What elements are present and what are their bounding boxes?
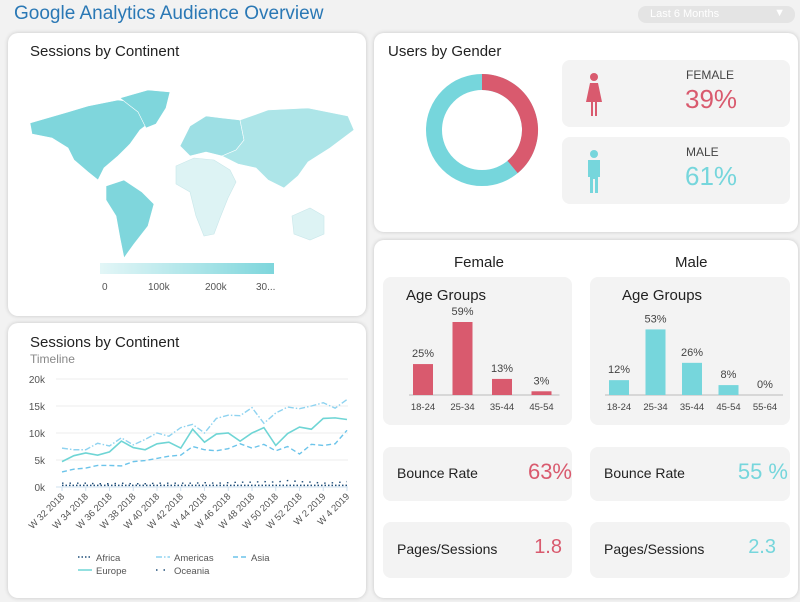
world-map bbox=[29, 89, 355, 258]
legend-tick: 100k bbox=[148, 282, 170, 293]
timeline-subtitle: Timeline bbox=[30, 352, 75, 366]
bar-value-label: 12% bbox=[608, 364, 630, 376]
y-tick-label: 0k bbox=[34, 483, 46, 494]
continent-africa[interactable] bbox=[175, 157, 237, 237]
legend-label: Asia bbox=[251, 553, 270, 564]
female-age-chart: 25% 18-24 59% 25-34 13% 35-44 3% 45-54 bbox=[409, 306, 560, 413]
y-tick-label: 15k bbox=[29, 402, 46, 413]
age-bar-45-54 bbox=[718, 385, 739, 395]
female-label: FEMALE bbox=[686, 68, 735, 82]
triangle-down-icon: ▼ bbox=[774, 7, 785, 19]
map-panel: Sessions by Continent 0 100k 200k 30... bbox=[8, 33, 366, 316]
y-tick-label: 20k bbox=[29, 375, 46, 386]
timeline-title: Sessions by Continent bbox=[30, 334, 180, 351]
bar-value-label: 26% bbox=[681, 347, 703, 359]
continent-greenland[interactable] bbox=[119, 89, 171, 129]
timeline-panel: Sessions by Continent Timeline 0k 5k 10k 15… bbox=[8, 323, 366, 598]
series-line-europe bbox=[61, 417, 348, 463]
bar-value-label: 8% bbox=[721, 369, 737, 381]
male-label: MALE bbox=[686, 145, 719, 159]
male-percent: 61% bbox=[685, 161, 738, 191]
age-panel: Female Male Age Groups 25% 18-24 59% 25-34 1… bbox=[374, 240, 798, 598]
period-dropdown[interactable]: Last 6 Months ▼ bbox=[638, 6, 795, 23]
male-bounce-value: 55 % bbox=[737, 459, 788, 484]
bar-value-label: 13% bbox=[491, 363, 513, 375]
map-title: Sessions by Continent bbox=[30, 43, 180, 60]
continent-oceania[interactable] bbox=[291, 207, 325, 241]
age-bar-18-24 bbox=[609, 380, 629, 395]
female-age-card: Age Groups 25% 18-24 59% 25-34 13% 35-44 3% 45-… bbox=[383, 277, 572, 425]
male-pages-label: Pages/Sessions bbox=[604, 541, 705, 557]
gender-panel: Users by Gender FEMALE 39% MALE 61% bbox=[374, 33, 798, 232]
legend-label: Africa bbox=[96, 553, 121, 564]
legend-tick: 200k bbox=[205, 282, 227, 293]
female-heading: Female bbox=[454, 254, 505, 271]
female-bounce-value: 63% bbox=[527, 459, 572, 484]
bar-value-label: 3% bbox=[534, 375, 550, 387]
female-pages-value: 1.8 bbox=[534, 536, 562, 558]
male-bounce-card: Bounce Rate 55 % bbox=[590, 447, 790, 501]
bar-category-label: 25-34 bbox=[450, 402, 474, 413]
female-age-title: Age Groups bbox=[406, 287, 487, 304]
female-figure-icon bbox=[586, 73, 602, 116]
continent-europe[interactable] bbox=[179, 115, 245, 157]
female-pages-card: Pages/Sessions 1.8 bbox=[383, 522, 572, 578]
male-pages-card: Pages/Sessions 2.3 bbox=[590, 522, 790, 578]
male-figure-icon bbox=[588, 150, 600, 193]
bar-value-label: 25% bbox=[412, 348, 434, 360]
age-bar-35-44 bbox=[682, 362, 702, 395]
male-age-chart: 12% 18-24 53% 25-34 26% 35-44 8% 45-54 0% 55-64 bbox=[605, 313, 783, 413]
bar-category-label: 35-44 bbox=[680, 402, 704, 413]
period-value: Last 6 Months bbox=[650, 8, 720, 20]
age-bar-18-24 bbox=[413, 364, 433, 395]
map-color-legend bbox=[100, 263, 274, 274]
bar-category-label: 45-54 bbox=[716, 402, 740, 413]
female-card: FEMALE 39% bbox=[562, 60, 790, 127]
page-title: Google Analytics Audience Overview bbox=[14, 3, 324, 24]
y-tick-label: 10k bbox=[29, 429, 46, 440]
age-bar-25-34 bbox=[645, 329, 666, 395]
series-line-americas bbox=[61, 398, 348, 451]
female-bounce-label: Bounce Rate bbox=[397, 465, 478, 481]
continent-asia[interactable] bbox=[221, 107, 355, 189]
gender-donut bbox=[426, 74, 538, 186]
bar-value-label: 0% bbox=[757, 379, 773, 391]
legend-label: Europe bbox=[96, 566, 127, 577]
bar-category-label: 25-34 bbox=[643, 402, 667, 413]
series-line-asia bbox=[61, 429, 348, 473]
legend-tick: 0 bbox=[102, 282, 108, 293]
male-age-card: Age Groups 12% 18-24 53% 25-34 26% 35-44 8% 45-… bbox=[590, 277, 790, 425]
bar-category-label: 18-24 bbox=[607, 402, 631, 413]
age-bar-25-34 bbox=[452, 322, 473, 395]
y-tick-label: 5k bbox=[34, 456, 46, 467]
donut-female-segment bbox=[481, 74, 538, 174]
gender-title: Users by Gender bbox=[388, 43, 502, 60]
legend-tick: 30... bbox=[256, 282, 276, 293]
bar-category-label: 18-24 bbox=[411, 402, 435, 413]
male-age-title: Age Groups bbox=[622, 287, 703, 304]
male-card: MALE 61% bbox=[562, 137, 790, 204]
female-bounce-card: Bounce Rate 63% bbox=[383, 447, 572, 501]
bar-value-label: 53% bbox=[644, 313, 666, 325]
male-pages-value: 2.3 bbox=[748, 536, 776, 558]
legend-label: Americas bbox=[174, 553, 214, 564]
female-pages-label: Pages/Sessions bbox=[397, 541, 498, 557]
female-percent: 39% bbox=[685, 84, 738, 114]
bar-category-label: 55-64 bbox=[753, 402, 777, 413]
bar-category-label: 35-44 bbox=[490, 402, 514, 413]
age-bar-35-44 bbox=[492, 378, 512, 395]
male-heading: Male bbox=[675, 254, 708, 271]
bar-category-label: 45-54 bbox=[529, 402, 553, 413]
bar-value-label: 59% bbox=[451, 306, 473, 318]
continent-south-america[interactable] bbox=[105, 179, 155, 258]
male-bounce-label: Bounce Rate bbox=[604, 465, 685, 481]
continent-north-america[interactable] bbox=[29, 99, 159, 181]
age-bar-45-54 bbox=[531, 391, 552, 395]
series-line-oceania bbox=[62, 479, 348, 485]
legend-label: Oceania bbox=[174, 566, 210, 577]
